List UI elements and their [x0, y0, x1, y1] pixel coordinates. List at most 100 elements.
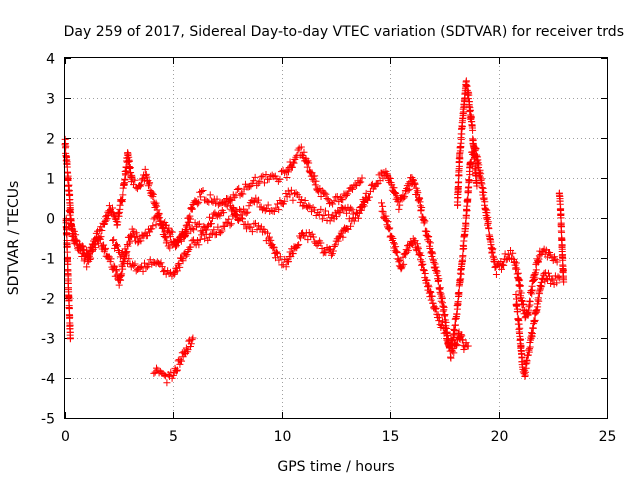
data-point — [425, 283, 433, 291]
data-point — [256, 177, 264, 185]
data-point — [184, 230, 192, 238]
data-point — [391, 189, 399, 197]
data-point — [62, 216, 70, 224]
data-point — [187, 243, 195, 251]
data-point — [140, 259, 148, 267]
data-point — [458, 130, 466, 138]
data-point — [326, 217, 334, 225]
data-point — [96, 234, 104, 242]
data-point — [411, 180, 419, 188]
data-point — [119, 265, 127, 273]
data-point — [386, 175, 394, 183]
data-point — [95, 239, 103, 247]
data-point — [225, 215, 233, 223]
data-point — [144, 182, 152, 190]
data-point — [553, 258, 561, 266]
data-point — [349, 185, 357, 193]
data-point — [111, 214, 119, 222]
data-point — [286, 191, 294, 199]
data-point — [62, 142, 70, 150]
data-point — [185, 214, 193, 222]
data-point — [208, 214, 216, 222]
data-point — [465, 91, 473, 99]
data-point — [403, 248, 411, 256]
data-point — [364, 196, 372, 204]
data-point — [178, 357, 186, 365]
data-point — [492, 271, 500, 279]
data-point — [158, 263, 166, 271]
data-point — [122, 251, 130, 259]
data-point — [414, 243, 422, 251]
data-point — [64, 175, 72, 183]
data-track-8 — [512, 269, 563, 381]
data-point — [415, 250, 423, 258]
data-point — [464, 195, 472, 203]
data-point — [306, 203, 314, 211]
data-point — [362, 189, 370, 197]
data-point — [304, 236, 312, 244]
data-point — [435, 314, 443, 322]
data-point — [264, 201, 272, 209]
data-point — [189, 236, 197, 244]
data-point — [442, 329, 450, 337]
data-point — [196, 188, 204, 196]
data-point — [520, 300, 528, 308]
data-point — [226, 196, 234, 204]
data-point — [187, 204, 195, 212]
data-point — [389, 239, 397, 247]
data-point — [148, 225, 156, 233]
data-point — [393, 249, 401, 257]
data-point — [290, 189, 298, 197]
data-point — [206, 213, 214, 221]
data-point — [392, 243, 400, 251]
x-tick-label: 15 — [382, 429, 400, 445]
data-point — [283, 173, 291, 181]
data-point — [217, 229, 225, 237]
data-point — [160, 371, 168, 379]
data-point — [194, 200, 202, 208]
data-point — [418, 204, 426, 212]
data-point — [400, 194, 408, 202]
data-point — [531, 269, 539, 277]
data-point — [435, 317, 443, 325]
data-point — [398, 262, 406, 270]
data-point — [290, 159, 298, 167]
data-point — [396, 201, 404, 209]
data-point — [139, 267, 147, 275]
data-point — [457, 270, 465, 278]
data-point — [176, 360, 184, 368]
data-point — [455, 289, 463, 297]
data-point — [333, 193, 341, 201]
x-tick-label: 20 — [491, 429, 509, 445]
data-point — [436, 284, 444, 292]
data-track-5 — [356, 143, 561, 352]
data-point — [423, 276, 431, 284]
data-point — [305, 159, 313, 167]
data-point — [162, 234, 170, 242]
data-point — [421, 269, 429, 277]
data-point — [79, 249, 87, 257]
data-point — [85, 257, 93, 265]
data-point — [343, 224, 351, 232]
data-point — [431, 260, 439, 268]
data-point — [453, 341, 461, 349]
data-point — [112, 217, 120, 225]
data-point — [404, 246, 412, 254]
data-point — [244, 208, 252, 216]
data-point — [315, 210, 323, 218]
data-point — [66, 334, 74, 342]
data-point — [502, 256, 510, 264]
data-point — [72, 231, 80, 239]
data-point — [112, 265, 120, 273]
data-point — [168, 374, 176, 382]
data-point — [233, 186, 241, 194]
data-point — [137, 237, 145, 245]
data-point — [315, 188, 323, 196]
data-point — [185, 221, 193, 229]
data-point — [281, 169, 289, 177]
data-point — [270, 243, 278, 251]
data-point — [456, 155, 464, 163]
data-point — [321, 207, 329, 215]
